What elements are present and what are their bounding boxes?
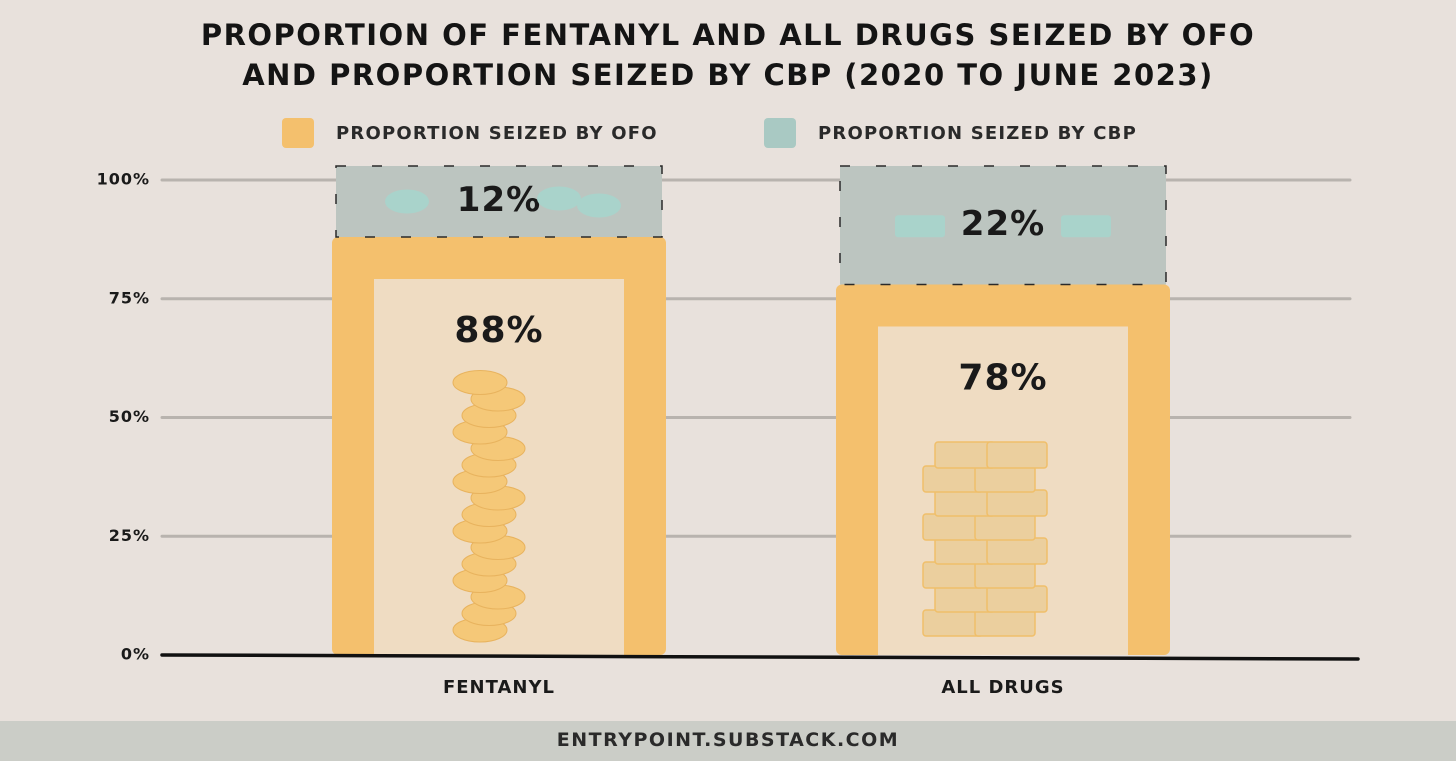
x-tick-label: FENTANYL	[443, 677, 555, 698]
brick-package-icon	[922, 465, 984, 493]
brick-package-icon	[974, 513, 1036, 541]
brick-package-icon	[895, 215, 945, 238]
chart-title-line-1: PROPORTION OF FENTANYL AND ALL DRUGS SEI…	[200, 18, 1256, 52]
brick-package-icon	[934, 441, 996, 469]
legend-label-ofo: PROPORTION SEIZED BY OFO	[336, 123, 658, 144]
data-label-cbp: 12%	[457, 180, 541, 220]
y-tick-label: 100%	[97, 170, 150, 189]
legend-swatch-cbp	[764, 118, 796, 148]
bar-cbp-segment	[840, 166, 1166, 285]
y-tick-label: 0%	[121, 645, 150, 664]
data-label-cbp: 22%	[961, 204, 1045, 244]
pill-icon	[385, 189, 429, 214]
footer-band: ENTRYPOINT.SUBSTACK.COM	[0, 721, 1456, 761]
pill-icon	[577, 193, 621, 218]
brick-package-icon	[934, 537, 996, 565]
footer-credit: ENTRYPOINT.SUBSTACK.COM	[556, 729, 900, 751]
brick-package-icon	[922, 513, 984, 541]
x-tick-label: ALL DRUGS	[941, 677, 1064, 698]
chart-title-line-2: AND PROPORTION SEIZED BY CBP (2020 TO JU…	[242, 58, 1214, 92]
brick-package-icon	[974, 609, 1036, 637]
bar-cbp-stitch-border	[335, 165, 663, 238]
brick-package-icon	[922, 609, 984, 637]
data-label-ofo: 78%	[958, 358, 1047, 399]
brick-package-icon	[934, 489, 996, 517]
pill-icon	[537, 186, 581, 211]
brick-package-icon	[974, 561, 1036, 589]
legend-label-cbp: PROPORTION SEIZED BY CBP	[818, 123, 1137, 144]
bar-cbp-stitch-border	[839, 165, 1167, 286]
brick-package-icon	[1061, 215, 1111, 238]
brick-package-icon	[986, 537, 1048, 565]
y-tick-label: 50%	[109, 407, 150, 426]
brick-package-icon	[986, 489, 1048, 517]
x-axis-baseline	[160, 653, 1360, 661]
data-label-ofo: 88%	[454, 310, 543, 351]
bar-group-all-drugs: 22% 78%	[836, 165, 1170, 655]
brick-package-icon	[974, 465, 1036, 493]
brick-package-icon	[986, 585, 1048, 613]
brick-package-icon	[922, 561, 984, 589]
bar-group-fentanyl: 12% 88%	[332, 165, 666, 655]
y-tick-label: 75%	[109, 288, 150, 307]
legend-swatch-ofo	[282, 118, 314, 148]
brick-package-icon	[986, 441, 1048, 469]
brick-package-icon	[934, 585, 996, 613]
y-tick-label: 25%	[109, 526, 150, 545]
pill-stack-icon	[452, 370, 508, 395]
